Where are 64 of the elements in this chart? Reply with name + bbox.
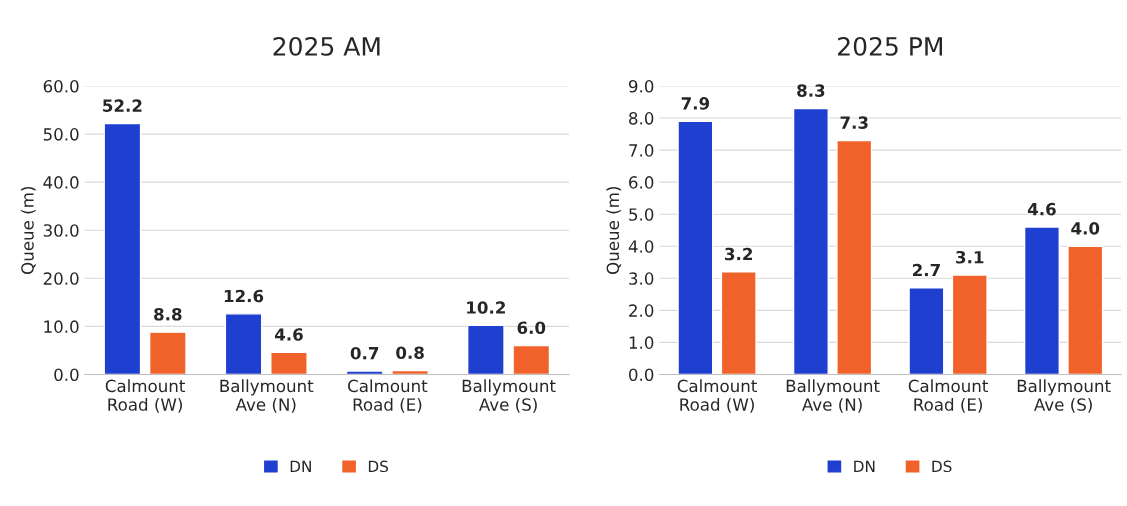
x-tick-label: Calmount Road (E) — [908, 379, 988, 413]
y-tick-label: 6.0 — [629, 176, 654, 189]
data-label: 4.6 — [274, 328, 303, 341]
y-axis-title: Queue (m) — [20, 187, 36, 274]
x-tick-label: Calmount Road (W) — [105, 379, 185, 413]
data-label: 7.9 — [681, 97, 710, 110]
y-tick-label: 9.0 — [628, 79, 654, 93]
x-tick-label: Ballymount Ave (N) — [786, 379, 880, 413]
y-tick-label: 8.0 — [629, 112, 654, 125]
y-tick-label: 60.0 — [43, 79, 79, 93]
y-tick-label: 40.0 — [43, 176, 79, 189]
chart-title: 2025 AM — [273, 36, 380, 56]
y-tick-label: 30.0 — [43, 224, 79, 237]
bar — [103, 122, 142, 375]
bar — [908, 287, 945, 375]
legend-label: DN — [290, 460, 311, 472]
bar — [951, 274, 988, 375]
data-label: 52.2 — [103, 99, 142, 112]
data-label: 3.2 — [725, 247, 753, 261]
y-tick-label: 5.0 — [629, 208, 654, 221]
data-label: 10.2 — [467, 301, 505, 314]
bar — [224, 313, 263, 375]
bar — [148, 331, 187, 375]
data-label: 12.6 — [224, 289, 264, 303]
x-tick-label: Ballymount Ave (S) — [462, 379, 556, 413]
y-tick-label: 10.0 — [44, 320, 79, 333]
data-label: 4.0 — [1071, 222, 1100, 235]
x-tick-label: Ballymount Ave (S) — [1017, 379, 1111, 413]
y-axis-title: Queue (m) — [606, 187, 622, 274]
chart-title: 2025 PM — [838, 36, 942, 56]
y-tick-label: 2.0 — [629, 304, 654, 317]
data-label: 8.3 — [797, 84, 825, 97]
bar — [1023, 226, 1060, 375]
y-tick-label: 1.0 — [629, 336, 654, 349]
data-label: 3.1 — [956, 250, 984, 264]
bar — [466, 324, 505, 375]
y-tick-label: 20.0 — [43, 272, 79, 285]
data-label: 7.3 — [840, 116, 868, 129]
x-tick-label: Calmount Road (E) — [348, 379, 428, 413]
bar — [270, 351, 308, 375]
data-label: 2.7 — [912, 263, 940, 277]
data-label: 0.8 — [396, 346, 424, 360]
data-label: 4.6 — [1027, 202, 1056, 216]
y-tick-label: 7.0 — [629, 144, 654, 157]
data-label: 8.8 — [154, 307, 182, 321]
bar — [720, 271, 757, 375]
legend-label: DS — [932, 460, 952, 473]
bar — [792, 107, 829, 375]
data-label: 6.0 — [517, 321, 546, 335]
bar — [512, 344, 551, 375]
y-tick-label: 3.0 — [629, 272, 654, 285]
data-label: 0.7 — [350, 346, 379, 360]
legend-label: DS — [368, 460, 389, 473]
y-tick-label: 4.0 — [628, 240, 654, 253]
bar — [345, 370, 384, 375]
legend-label: DN — [854, 460, 875, 472]
y-tick-label: 0.0 — [54, 368, 79, 382]
bar — [677, 120, 714, 375]
x-tick-label: Ballymount Ave (N) — [220, 379, 314, 413]
y-tick-label: 50.0 — [43, 128, 79, 141]
x-tick-label: Calmount Road (W) — [677, 379, 757, 413]
bar — [1067, 245, 1104, 375]
bar — [836, 139, 873, 375]
y-tick-label: 0.0 — [629, 368, 654, 382]
